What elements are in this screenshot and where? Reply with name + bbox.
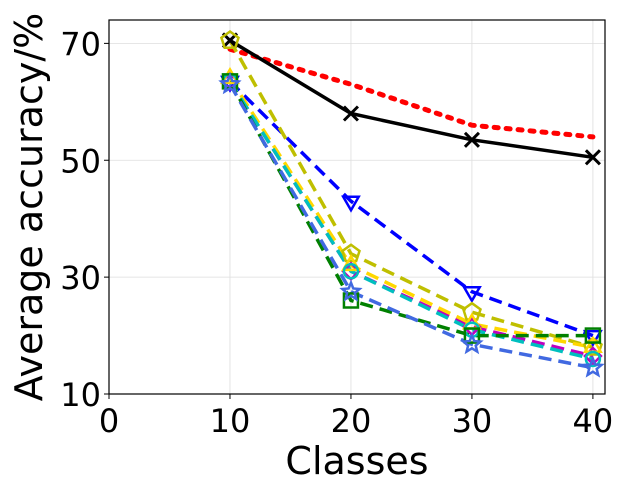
x-tick-label: 10 [210, 402, 251, 440]
plot-frame [108, 19, 606, 395]
series-line-0 [227, 46, 596, 140]
x-tick-label: 30 [452, 402, 493, 440]
data-point [461, 285, 482, 304]
data-point [219, 29, 240, 49]
x-tick-label: 40 [573, 402, 614, 440]
x-axis-title: Classes [285, 439, 428, 483]
y-tick-label: 10 [60, 376, 101, 414]
data-point [460, 331, 484, 355]
series-line-8 [228, 83, 594, 370]
data-point [584, 350, 602, 368]
y-axis-title: Average accuracy/% [7, 13, 51, 401]
y-ticks: 10 30 50 70 [60, 25, 109, 414]
data-point [340, 243, 361, 263]
x-tick-label: 20 [331, 402, 372, 440]
series-markers [218, 29, 605, 378]
series-line-6 [228, 80, 594, 361]
data-point [463, 327, 481, 344]
data-point [341, 253, 361, 272]
series-line-3 [228, 39, 594, 349]
data-point [463, 131, 480, 148]
data-point [581, 355, 605, 378]
data-point [584, 327, 602, 344]
y-tick-label: 70 [60, 25, 101, 63]
x-tick-label: 0 [99, 402, 119, 440]
series-line-2 [228, 80, 594, 338]
data-point [339, 279, 363, 302]
y-tick-label: 50 [60, 142, 101, 180]
series-line-1 [229, 39, 594, 160]
data-point [341, 195, 361, 213]
data-point [342, 263, 360, 280]
series-lines [227, 39, 596, 370]
data-point [342, 105, 360, 122]
y-tick-label: 30 [60, 259, 101, 297]
x-ticks: 0 10 20 30 40 [99, 394, 613, 440]
data-point [584, 149, 601, 166]
data-point [218, 72, 242, 95]
series-line-5 [228, 77, 594, 350]
data-point [342, 292, 360, 309]
data-point [582, 329, 603, 348]
grid [108, 20, 605, 395]
